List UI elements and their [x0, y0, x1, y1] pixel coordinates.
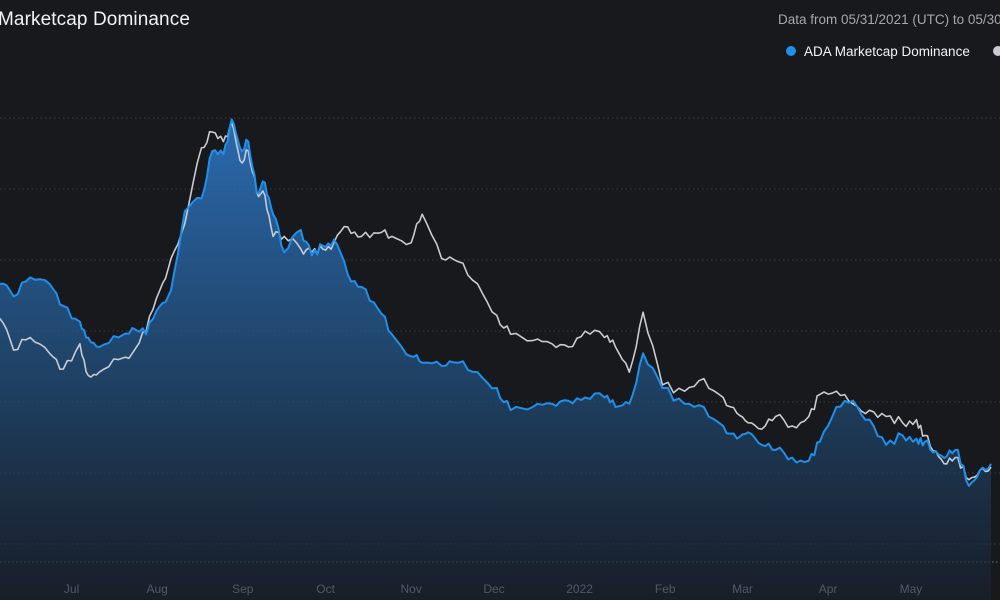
legend-item-ada[interactable]: ADA Marketcap Dominance	[786, 42, 970, 60]
legend-item-comparison[interactable]	[993, 42, 1000, 60]
legend-label: ADA Marketcap Dominance	[804, 43, 970, 59]
date-range-label: Data from 05/31/2021 (UTC) to 05/30	[778, 12, 1000, 27]
comparison-series-line	[0, 121, 992, 481]
legend-dot-icon	[786, 46, 796, 56]
ada-area-fill	[0, 119, 991, 600]
legend-dot-icon	[993, 46, 1000, 56]
chart-title: Marketcap Dominance	[0, 9, 190, 30]
ada-series-line	[0, 118, 992, 487]
